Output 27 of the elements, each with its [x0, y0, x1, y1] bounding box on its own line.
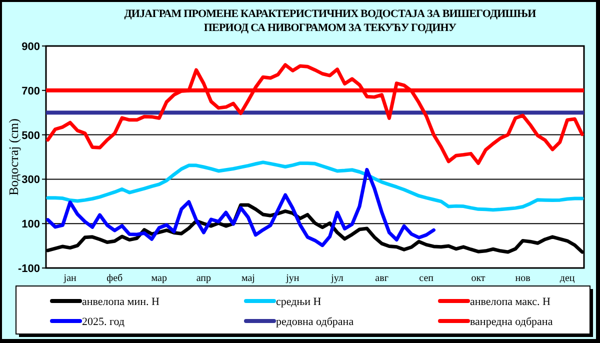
x-tick-label: апр — [196, 273, 212, 284]
chart-title: ДИЈАГРАМ ПРОМЕНЕ КАРАКТЕРИСТИЧНИХ ВОДОСТАЈА ЗА ВИШЕГОДИШЊИ ПЕРИОД СА НИВОГРАМОМ ЗА ТЕКУЋУ ГОДИНУ — [124, 8, 537, 34]
legend-label: средњи Н — [276, 296, 322, 308]
x-tick-label: јул — [330, 273, 344, 284]
y-tick-label: 300 — [22, 174, 40, 186]
x-tick-label: јун — [285, 273, 300, 284]
legend-label: анвелопа макс. Н — [470, 296, 551, 308]
y-axis-title: Водостај (cm) — [6, 118, 21, 196]
legend-label: 2025. год — [82, 316, 125, 328]
x-tick-label: окт — [471, 273, 486, 284]
x-tick-label: дец — [560, 273, 576, 284]
legend-label: ванредна одбрана — [470, 316, 553, 328]
x-tick-label: феб — [106, 273, 123, 284]
x-tick-label: мар — [151, 273, 167, 284]
line-series — [46, 168, 436, 248]
y-tick-label: 500 — [22, 130, 40, 142]
legend-label: редовна одбрана — [276, 316, 354, 328]
y-tick-label: 900 — [22, 41, 40, 53]
x-tick-label: нов — [515, 273, 531, 284]
x-tick-label: авг — [375, 273, 388, 284]
legend-label: анвелопа мин. Н — [82, 296, 160, 308]
x-tick-label: мај — [241, 273, 255, 284]
y-tick-label: 700 — [22, 85, 40, 98]
x-tick-label: јан — [62, 273, 78, 284]
y-tick-label: -100 — [18, 263, 40, 275]
x-tick-label: сеп — [419, 273, 434, 284]
y-tick-label: 100 — [22, 218, 40, 231]
